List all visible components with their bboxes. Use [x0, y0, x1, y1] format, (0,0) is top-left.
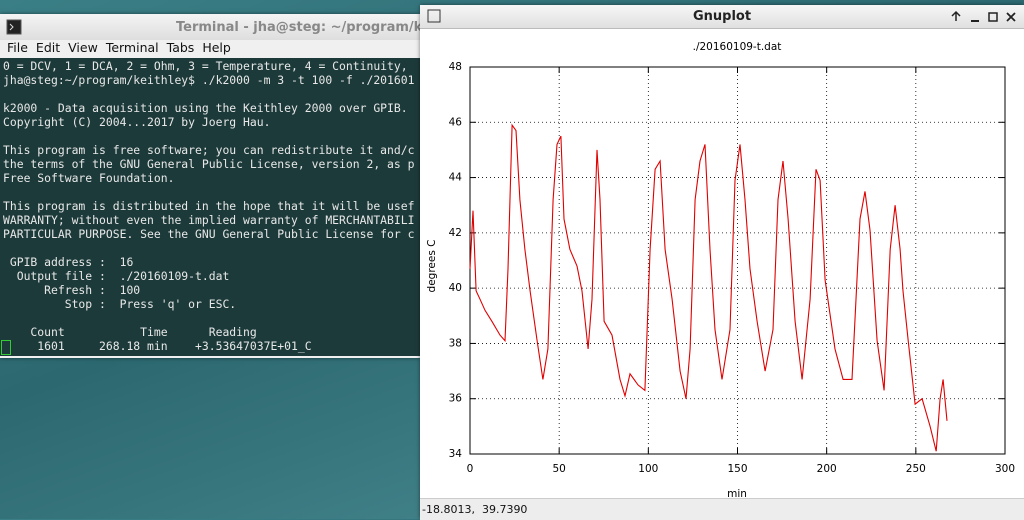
gnuplot-window[interactable]: Gnuplot ./20160109-t.dat min degrees C 3… — [420, 5, 1024, 520]
menu-item[interactable]: Edit — [35, 40, 61, 55]
terminal-line: jha@steg:~/program/keithley$ ./k2000 -m … — [3, 73, 415, 87]
y-tick-label: 34 — [449, 448, 463, 460]
app-icon — [427, 9, 441, 23]
y-tick-label: 48 — [449, 61, 462, 73]
menu-bar: File Edit View Terminal Tabs Help — [0, 40, 232, 58]
y-axis-label: degrees C — [426, 240, 438, 293]
window-title: Gnuplot — [692, 9, 752, 24]
y-tick-label: 44 — [449, 172, 463, 184]
terminal-line: Copyright (C) 2004...2017 by Joerg Hau. — [3, 115, 271, 129]
menu-item[interactable]: View — [68, 40, 98, 55]
terminal-line: Stop : Press 'q' or ESC. — [3, 297, 237, 311]
x-tick-label: 200 — [817, 463, 837, 475]
terminal-window[interactable]: Terminal - jha@steg: ~/program/keit File… — [0, 14, 441, 358]
y-tick-label: 42 — [449, 227, 462, 239]
x-tick-label: 300 — [995, 463, 1015, 475]
x-axis-label: min — [727, 488, 747, 498]
window-title: Terminal - jha@steg: ~/program/keit — [176, 20, 442, 35]
terminal-line: Free Software Foundation. — [3, 171, 175, 185]
terminal-screen: 0 = DCV, 1 = DCA, 2 = Ohm, 3 = Temperatu… — [0, 58, 420, 356]
menu-item[interactable]: Terminal — [105, 40, 159, 55]
terminal-line: 1601 268.18 min +3.53647037E+01_C — [3, 339, 312, 353]
window-buttons[interactable] — [946, 7, 1024, 27]
menu-item[interactable]: Tabs — [166, 40, 195, 55]
x-tick-label: 100 — [638, 463, 658, 475]
terminal-line: WARRANTY; without even the implied warra… — [3, 213, 415, 227]
y-tick-label: 46 — [449, 116, 463, 128]
terminal-line: GPIB address : 16 — [3, 255, 134, 269]
x-tick-label: 50 — [552, 463, 565, 475]
terminal-line: k2000 - Data acquisition using the Keith… — [3, 101, 408, 115]
y-tick-label: 38 — [449, 337, 462, 349]
cursor-coordinates: -18.8013, 39.7390 — [422, 503, 528, 516]
title-bar: Terminal - jha@steg: ~/program/keit — [0, 14, 441, 40]
terminal-line: Count Time Reading — [3, 325, 257, 339]
terminal-line: PARTICULAR PURPOSE. See the GNU General … — [3, 227, 415, 241]
app-icon — [6, 19, 22, 35]
terminal-line: This program is distributed in the hope … — [3, 199, 415, 213]
terminal-line: Output file : ./20160109-t.dat — [3, 269, 230, 283]
terminal-line: This program is free software; you can r… — [3, 143, 415, 157]
terminal-line: Refresh : 100 — [3, 283, 141, 297]
terminal-line: the terms of the GNU General Public Lice… — [3, 157, 415, 171]
x-tick-label: 250 — [906, 463, 926, 475]
x-tick-label: 0 — [467, 463, 474, 475]
cursor — [1, 340, 11, 355]
menu-item[interactable]: Help — [202, 40, 231, 55]
x-tick-label: 150 — [727, 463, 747, 475]
y-tick-label: 40 — [449, 282, 462, 294]
y-tick-label: 36 — [449, 393, 463, 405]
title-bar: Gnuplot — [420, 5, 1024, 29]
plot: ./20160109-t.dat min degrees C 34 36 38 40 4… — [426, 41, 1015, 498]
data-line — [469, 123, 948, 452]
plot-title: ./20160109-t.dat — [693, 41, 782, 53]
status-bar: -18.8013, 39.7390 — [420, 498, 1024, 520]
menu-item[interactable]: File — [7, 40, 28, 55]
terminal-line: 0 = DCV, 1 = DCA, 2 = Ohm, 3 = Temperatu… — [3, 59, 408, 73]
